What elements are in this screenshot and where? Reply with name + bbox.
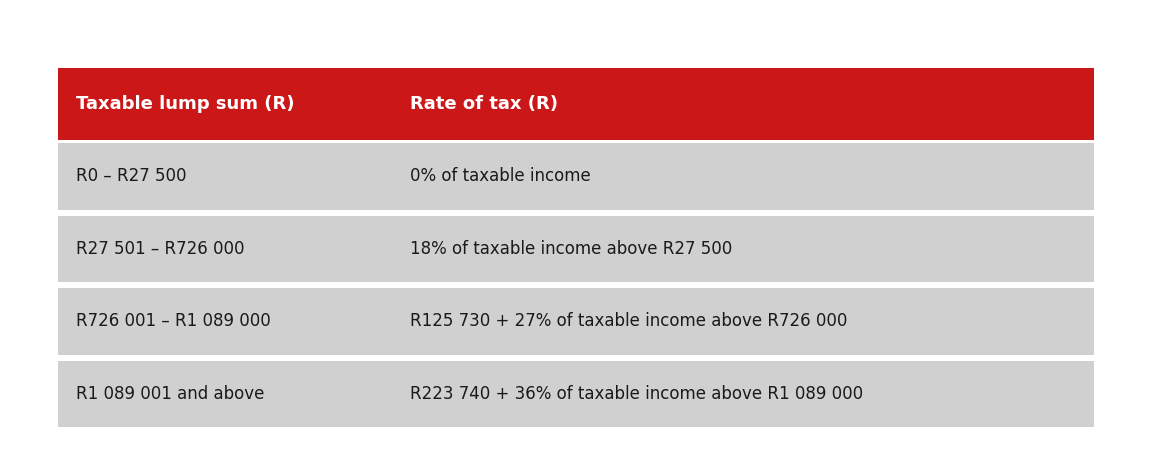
Text: 18% of taxable income above R27 500: 18% of taxable income above R27 500 (410, 240, 732, 258)
FancyBboxPatch shape (392, 216, 1094, 282)
FancyBboxPatch shape (392, 68, 1094, 140)
FancyBboxPatch shape (58, 216, 392, 282)
Text: Taxable lump sum (R): Taxable lump sum (R) (76, 95, 295, 113)
FancyBboxPatch shape (392, 288, 1094, 354)
Text: 0% of taxable income: 0% of taxable income (410, 167, 590, 185)
FancyBboxPatch shape (392, 143, 1094, 209)
Text: R0 – R27 500: R0 – R27 500 (76, 167, 187, 185)
Text: Rate of tax (R): Rate of tax (R) (410, 95, 558, 113)
FancyBboxPatch shape (392, 361, 1094, 427)
FancyBboxPatch shape (58, 361, 392, 427)
Text: R125 730 + 27% of taxable income above R726 000: R125 730 + 27% of taxable income above R… (410, 312, 847, 330)
FancyBboxPatch shape (58, 288, 392, 354)
Text: R27 501 – R726 000: R27 501 – R726 000 (76, 240, 244, 258)
FancyBboxPatch shape (58, 143, 392, 209)
Text: R223 740 + 36% of taxable income above R1 089 000: R223 740 + 36% of taxable income above R… (410, 385, 863, 403)
Text: R726 001 – R1 089 000: R726 001 – R1 089 000 (76, 312, 271, 330)
Text: R1 089 001 and above: R1 089 001 and above (76, 385, 264, 403)
FancyBboxPatch shape (58, 68, 392, 140)
